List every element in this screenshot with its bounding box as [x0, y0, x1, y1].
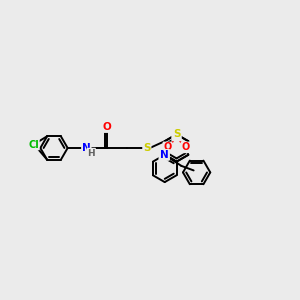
Text: Cl: Cl — [28, 140, 39, 149]
Text: N: N — [172, 130, 181, 140]
Text: H: H — [88, 148, 95, 158]
Text: O: O — [182, 142, 190, 152]
Text: N: N — [160, 150, 169, 160]
Text: S: S — [173, 129, 180, 140]
Text: S: S — [143, 143, 151, 153]
Text: N: N — [82, 143, 91, 153]
Text: O: O — [103, 122, 112, 132]
Text: O: O — [164, 142, 172, 152]
Text: N: N — [159, 150, 168, 160]
